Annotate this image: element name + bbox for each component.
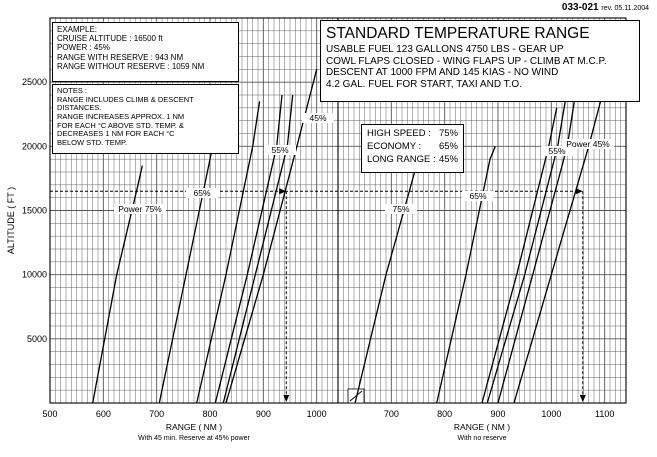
power-curve xyxy=(497,94,576,404)
conditions-box: STANDARD TEMPERATURE RANGE USABLE FUEL 1… xyxy=(320,20,640,102)
x-tick-label: 800 xyxy=(202,409,217,419)
notes-box: NOTES : RANGE INCLUDES CLIMB & DESCENT D… xyxy=(52,84,239,154)
series-label-bg xyxy=(264,145,296,155)
series-label-bg xyxy=(562,139,614,149)
series-label-bg xyxy=(186,188,218,198)
power-curve xyxy=(214,94,283,404)
speed-legend-box: HIGH SPEED : 75% ECONOMY : 65% LONG RANGE … xyxy=(361,124,464,173)
example-line: EXAMPLE: xyxy=(57,25,98,34)
series-label-bg xyxy=(114,204,166,214)
y-tick-label: 25000 xyxy=(22,77,47,87)
series-label: 65% xyxy=(193,188,210,198)
x-tick-label: 600 xyxy=(96,409,111,419)
speed-legend-row: LONG RANGE :45% xyxy=(367,154,458,167)
power-curve xyxy=(196,101,261,404)
example-arrow-down xyxy=(579,395,586,402)
speed-value: 65% xyxy=(438,140,458,152)
example-path xyxy=(50,188,586,402)
x-tick-label: 1000 xyxy=(541,409,561,419)
x-tick-label: 700 xyxy=(149,409,164,419)
chart-series xyxy=(92,69,608,404)
notes-line: RANGE INCREASES APPROX. 1 NM xyxy=(57,111,185,121)
revision-date: rev. 05.11.2004 xyxy=(601,5,649,12)
speed-label: ECONOMY : xyxy=(367,140,422,152)
notes-line: DECREASES 1 NM FOR EACH °C xyxy=(57,129,175,139)
speed-label: LONG RANGE : xyxy=(367,153,436,165)
x-tick-label: 900 xyxy=(490,409,505,419)
power-curve xyxy=(354,165,418,404)
x-tick-label: 1100 xyxy=(595,409,614,419)
series-label: 65% xyxy=(469,191,486,201)
x-tick-label: 800 xyxy=(437,409,452,419)
series-label: 55% xyxy=(548,146,565,156)
series-label-bg xyxy=(541,146,573,156)
series-label: 45% xyxy=(309,113,326,123)
power-curve xyxy=(513,75,608,404)
speed-value: 75% xyxy=(438,128,458,139)
example-arrow-right xyxy=(279,188,287,195)
series-label-bg xyxy=(302,113,334,123)
conditions-line: COWL FLAPS CLOSED - WING FLAPS UP - CLIM… xyxy=(326,55,607,67)
x-axis-label: RANGE ( NM ) xyxy=(166,422,222,432)
series-label: 55% xyxy=(271,145,288,155)
speed-label: HIGH SPEED : xyxy=(367,128,431,139)
example-arrow-down xyxy=(283,395,290,402)
x-tick-label: 900 xyxy=(256,409,271,419)
document-id: 033-021 rev. 05.11.2004 xyxy=(562,2,649,13)
example-line: POWER : 45% xyxy=(57,43,110,53)
power-curve xyxy=(92,165,143,404)
speed-value: 45% xyxy=(438,153,458,165)
panel-subtitle: With no reserve xyxy=(457,435,506,442)
speed-legend-row: ECONOMY : 65% xyxy=(367,141,458,154)
x-tick-label: 500 xyxy=(42,409,57,419)
series-label: 75% xyxy=(392,204,409,214)
y-tick-label: 10000 xyxy=(22,270,47,280)
y-tick-label: 15000 xyxy=(22,206,47,216)
conditions-line: 4.2 GAL. FUEL FOR START, TAXI AND T.O. xyxy=(326,78,522,90)
y-axis-label: ALTITUDE ( FT ) xyxy=(6,187,16,254)
example-line: RANGE WITH RESERVE : 943 NM xyxy=(57,52,184,62)
power-curve xyxy=(436,146,496,404)
notes-line: BELOW STD. TEMP. xyxy=(57,137,128,147)
panel-subtitle: With 45 min. Reserve at 45% power xyxy=(138,435,250,442)
series-label: Power 45% xyxy=(566,139,610,149)
conditions-line: DESCENT AT 1000 FPM AND 145 KIAS - NO WI… xyxy=(326,67,559,79)
power-curve xyxy=(486,94,567,404)
conditions-title: STANDARD TEMPERATURE RANGE xyxy=(326,25,590,42)
notes-line: FOR EACH °C ABOVE STD. TEMP. & xyxy=(57,120,184,130)
notes-line: RANGE INCLUDES CLIMB & DESCENT xyxy=(57,94,194,104)
y-tick-label: 5000 xyxy=(27,334,47,344)
axis-break-slash xyxy=(349,390,363,402)
series-label-bg xyxy=(385,204,417,214)
notes-line: NOTES : xyxy=(57,86,88,95)
conditions-line: USABLE FUEL 123 GALLONS 4750 LBS - GEAR … xyxy=(326,44,564,56)
x-tick-label: 700 xyxy=(384,409,399,419)
notes-line: DISTANCES. xyxy=(57,103,102,113)
power-curve xyxy=(222,94,294,404)
example-arrow-right xyxy=(575,188,583,195)
example-box: EXAMPLE: CRUISE ALTITUDE : 16500 ft POWE… xyxy=(52,22,239,82)
chart-labels: 5000 10000 15000 20000 25000 ALTITUDE ( FT ) 5… xyxy=(6,77,614,442)
example-line: CRUISE ALTITUDE : 16500 ft xyxy=(57,34,163,44)
x-axis-label: RANGE ( NM ) xyxy=(454,422,510,432)
y-tick-label: 20000 xyxy=(22,141,47,151)
series-label: Power 75% xyxy=(118,204,162,214)
document-number: 033-021 xyxy=(561,2,599,13)
series-label-bg xyxy=(462,191,494,201)
speed-legend-row: HIGH SPEED : 75% xyxy=(367,128,458,141)
power-curve xyxy=(481,107,558,404)
x-tick-label: 1000 xyxy=(307,409,327,419)
example-line: RANGE WITHOUT RESERVE : 1059 NM xyxy=(57,61,205,71)
power-curve xyxy=(225,69,318,404)
